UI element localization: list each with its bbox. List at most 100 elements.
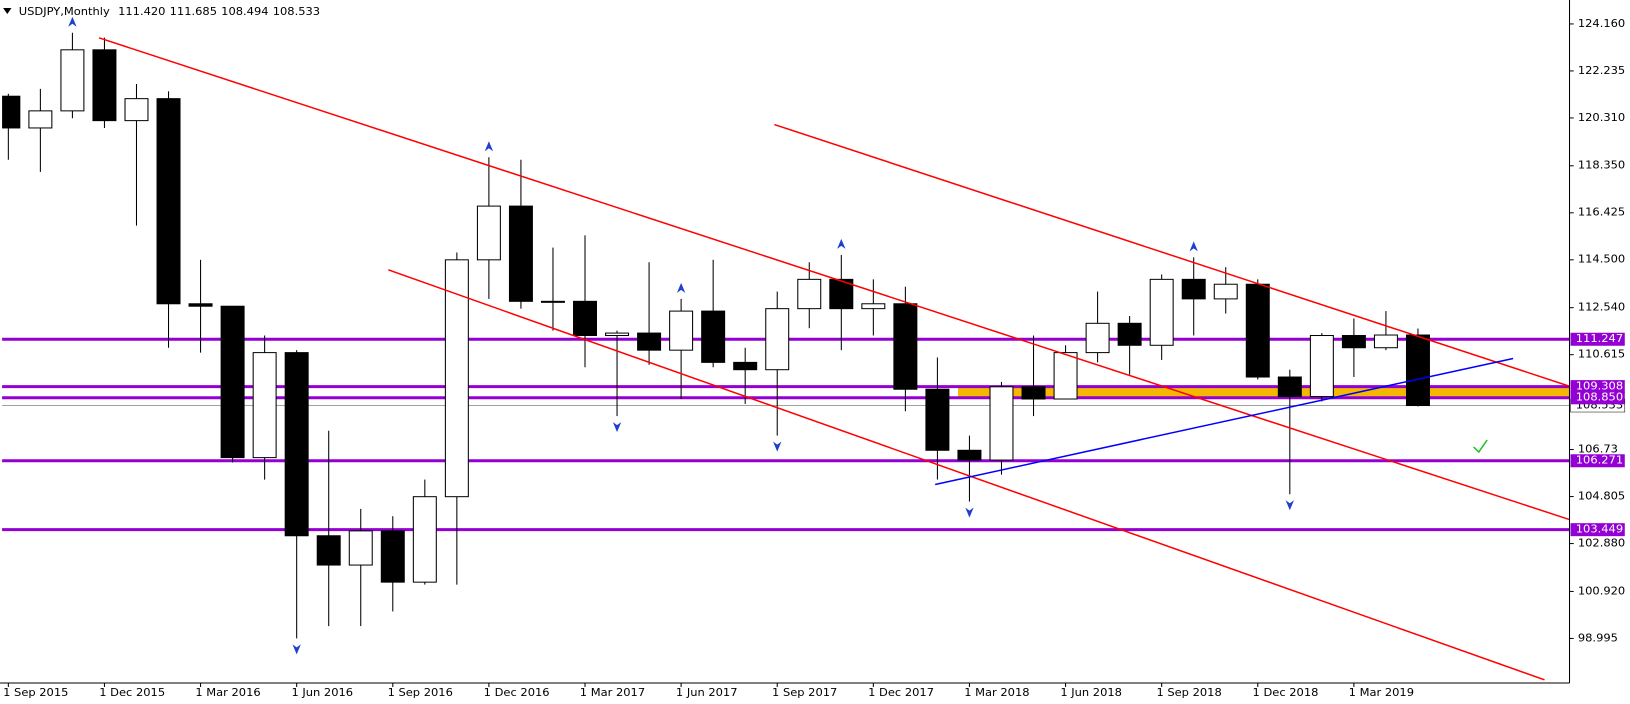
- candle-body: [829, 278, 854, 310]
- candle-body: [1245, 283, 1270, 378]
- candle-body: [1213, 283, 1238, 300]
- candle-body: [989, 386, 1014, 461]
- y-tick-label: 112.540: [1578, 301, 1625, 314]
- candle-body: [444, 259, 469, 498]
- header-value: 108.533: [273, 5, 320, 18]
- y-tick-label: 120.310: [1578, 111, 1625, 124]
- fractal-up: [837, 238, 846, 249]
- x-tick-label: 1 Sep 2018: [1156, 686, 1221, 699]
- y-tick-label: 106.73: [1578, 443, 1618, 456]
- candle-body: [348, 530, 373, 566]
- candle-body: [1117, 322, 1142, 346]
- candle-body: [540, 300, 565, 303]
- candle-body: [1181, 278, 1206, 300]
- x-tick-label: 1 Mar 2017: [580, 686, 645, 699]
- candle-body: [733, 361, 758, 371]
- candle-body: [957, 449, 982, 461]
- x-tick-label: 1 Jun 2018: [1060, 686, 1122, 699]
- level-label: 111.247: [1576, 332, 1623, 345]
- candle-body: [60, 49, 85, 112]
- candle-body: [605, 332, 630, 337]
- x-tick-label: 1 Dec 2017: [868, 686, 934, 699]
- level-label-box: [1570, 380, 1625, 394]
- y-tick-label: 124.160: [1578, 17, 1625, 30]
- x-tick-label: 1 Dec 2018: [1253, 686, 1319, 699]
- candle-body: [701, 310, 726, 363]
- y-tick-label: 98.995: [1578, 632, 1618, 645]
- candle-body: [1149, 278, 1174, 346]
- axes-layer: 124.160 122.235 120.310 118.350 116.425 114.5…: [3, 17, 1625, 699]
- candle-body: [316, 535, 341, 566]
- header-value: 108.494: [221, 5, 268, 18]
- x-tick-label: 1 Jun 2016: [291, 686, 353, 699]
- trendline: [98, 37, 1570, 521]
- y-tick-label: 122.235: [1578, 64, 1625, 77]
- x-tick-label: 1 Sep 2016: [388, 686, 453, 699]
- x-tick-label: 1 Mar 2019: [1349, 686, 1414, 699]
- x-tick-label: 1 Mar 2016: [195, 686, 260, 699]
- y-tick-label: 110.615: [1578, 348, 1625, 361]
- candle-body: [252, 352, 277, 459]
- x-tick-label: 1 Sep 2017: [772, 686, 837, 699]
- candle-body: [797, 278, 822, 310]
- y-tick-label: 116.425: [1578, 206, 1625, 219]
- y-tick-label: 104.805: [1578, 490, 1625, 503]
- candle-body: [2, 95, 21, 129]
- candle-body: [380, 530, 405, 583]
- candle-body: [156, 98, 181, 305]
- candle-body: [124, 98, 149, 122]
- candle-body: [1085, 322, 1110, 354]
- candle-body: [1373, 334, 1398, 349]
- candle-body: [1309, 335, 1334, 398]
- fractal-down: [612, 422, 622, 433]
- header-value: 111.420: [118, 5, 165, 18]
- level-label-box: [1570, 523, 1625, 537]
- candle-body: [637, 332, 662, 351]
- fractal-up: [676, 282, 686, 293]
- candle-body: [669, 310, 694, 351]
- candle-body: [1021, 386, 1046, 400]
- x-tick-label: 1 Sep 2015: [3, 686, 68, 699]
- trendline: [774, 123, 1570, 388]
- level-label-box: [1570, 454, 1625, 468]
- y-tick-label: 114.500: [1578, 253, 1625, 266]
- candle-body: [92, 49, 117, 122]
- candle-body: [220, 305, 245, 459]
- check-mark: [1473, 439, 1488, 454]
- symbol-title: USDJPY,Monthly: [19, 5, 110, 18]
- x-tick-label: 1 Dec 2015: [99, 686, 165, 699]
- candle-body: [188, 303, 213, 307]
- header-value: 111.685: [170, 5, 217, 18]
- fractal-up: [68, 16, 77, 27]
- candle-body: [412, 496, 437, 583]
- level-label: 106.271: [1576, 454, 1623, 467]
- trendline: [934, 357, 1514, 486]
- candle-body: [1053, 352, 1078, 400]
- candle-body: [508, 205, 533, 302]
- fractal-up: [484, 141, 494, 152]
- trendline: [388, 269, 1545, 681]
- candle-body: [573, 300, 597, 337]
- candle-body: [476, 205, 501, 261]
- candle-body: [861, 303, 886, 310]
- fractal-down: [1285, 500, 1294, 511]
- x-tick-label: 1 Mar 2018: [964, 686, 1029, 699]
- candle-body: [893, 303, 918, 390]
- candle-body: [1277, 376, 1302, 398]
- chart-header: USDJPY,Monthly 111.420 111.685 108.494 108.5…: [19, 5, 320, 18]
- header-toggle[interactable]: [3, 8, 12, 14]
- fractal-down: [965, 507, 974, 518]
- level-label: 103.449: [1576, 523, 1623, 536]
- candle-body: [28, 110, 53, 129]
- level-label-box: [1570, 391, 1625, 405]
- support-zone: [957, 386, 1570, 398]
- candle-body: [1405, 334, 1430, 407]
- level-label-box: [1570, 332, 1625, 346]
- candle-body: [765, 308, 790, 371]
- candle-body: [1341, 335, 1366, 349]
- plot-layer: [2, 16, 1570, 681]
- y-tick-label: 100.920: [1578, 585, 1625, 598]
- level-label: 108.850: [1576, 391, 1623, 404]
